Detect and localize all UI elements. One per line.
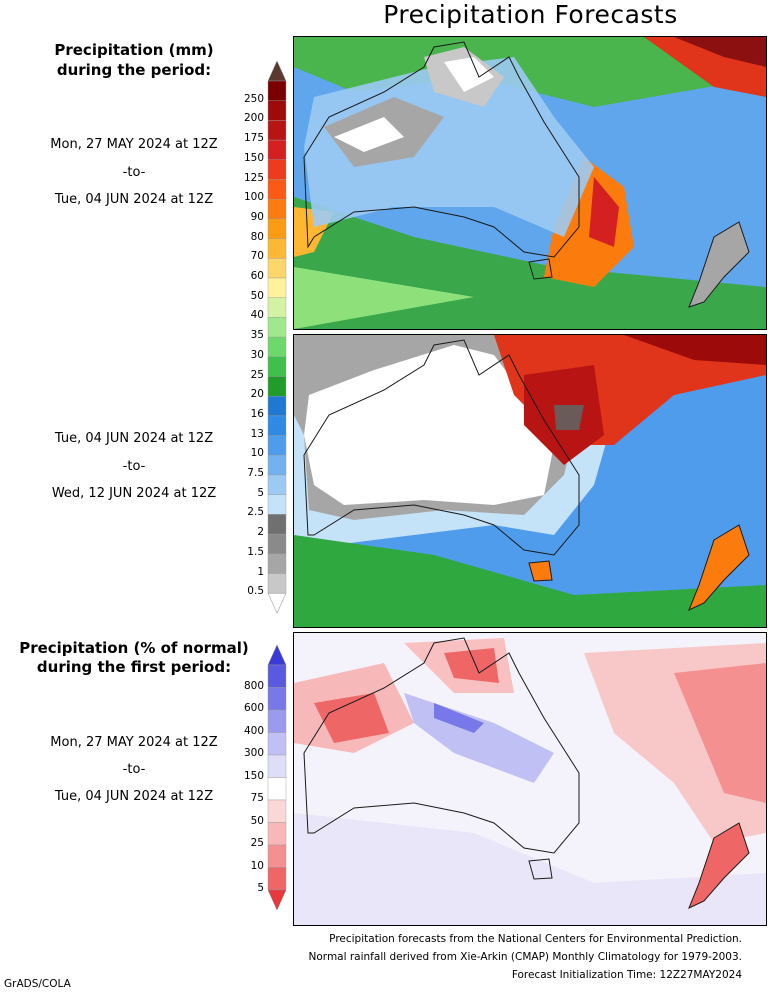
mm-scale-tick-label: 25 <box>250 368 264 381</box>
pct-legend-heading-1: Precipitation (% of normal) <box>19 639 249 657</box>
mm-scale-tick-label: 1 <box>257 565 264 578</box>
mm-scale-tick-label: 175 <box>243 132 264 145</box>
mm-scale-tick-label: 0.5 <box>247 585 264 598</box>
page-title: Precipitation Forecasts <box>383 0 678 29</box>
period3-end: Tue, 04 JUN 2024 at 12Z <box>54 789 214 804</box>
mm-scale-tick-label: 2.5 <box>247 506 264 519</box>
pct-scale-tick-label: 50 <box>250 814 264 827</box>
period1-separator: -to- <box>122 165 146 180</box>
pct-scale-swatch <box>267 687 287 711</box>
pct-scale-swatch <box>267 867 287 891</box>
mm-legend-heading-2: during the period: <box>56 61 212 79</box>
mm-scale-tick-label: 16 <box>250 407 264 420</box>
period3-start: Mon, 27 MAY 2024 at 12Z <box>50 735 218 750</box>
mm-scale-tick-label: 13 <box>250 427 264 440</box>
mm-scale-tick-label: 50 <box>250 289 264 302</box>
source-footer: Precipitation forecasts from the Nationa… <box>309 930 742 984</box>
mm-color-scale: 250 200 175 150 125 100 90 80 70 60 50 40 35 30 25 20 16… <box>0 0 300 620</box>
pct-scale-tick-label: 400 <box>243 724 264 737</box>
mm-scale-tick-label: 250 <box>243 92 264 105</box>
pct-scale-tick-label: 25 <box>250 837 264 849</box>
mm-scale-tick-label: 5 <box>257 486 264 499</box>
map-panel-period1 <box>293 36 767 330</box>
precip-map-period2 <box>294 335 766 627</box>
mm-scale-tick-label: 70 <box>250 250 264 263</box>
pct-scale-swatch <box>267 754 287 778</box>
mm-scale-bottom-cap <box>267 592 287 614</box>
pct-scale-bar <box>267 644 287 911</box>
pct-scale-tick-label: 600 <box>243 702 264 714</box>
footer-line-3: Forecast Initialization Time: 12Z27MAY20… <box>511 969 742 981</box>
map-panel-period2 <box>293 334 767 628</box>
pct-scale-swatch <box>267 799 287 823</box>
period2-end: Wed, 12 JUN 2024 at 12Z <box>51 486 217 501</box>
mm-scale-tick-label: 1.5 <box>247 545 264 558</box>
pct-scale-swatch <box>267 777 287 801</box>
pct-scale-swatch <box>267 844 287 868</box>
pct-scale-top-cap <box>267 644 287 666</box>
precip-map-period1 <box>294 37 766 329</box>
mm-legend-heading-1: Precipitation (mm) <box>54 41 214 59</box>
period2-separator: -to- <box>122 459 146 474</box>
pct-scale-tick-label: 300 <box>243 747 264 759</box>
footer-line-2: Normal rainfall derived from Xie-Arkin (… <box>308 951 742 963</box>
mm-scale-tick-label: 7.5 <box>247 467 264 479</box>
pct-scale-tick-label: 10 <box>250 859 264 872</box>
period2-start: Tue, 04 JUN 2024 at 12Z <box>54 431 214 446</box>
period1-start: Mon, 27 MAY 2024 at 12Z <box>50 137 218 152</box>
mm-scale-tick-label: 90 <box>250 210 264 223</box>
period1-end: Tue, 04 JUN 2024 at 12Z <box>54 192 214 207</box>
mm-scale-tick-label: 30 <box>250 348 264 361</box>
percent-normal-map <box>294 633 766 925</box>
mm-scale-tick-label: 100 <box>243 191 264 204</box>
mm-scale-tick-label: 200 <box>243 112 264 125</box>
mm-scale-bar <box>267 60 287 614</box>
pct-scale-tick-label: 5 <box>257 882 264 894</box>
pct-scale-tick-label: 800 <box>243 679 264 692</box>
pct-scale-tick-label: 150 <box>243 769 264 782</box>
footer-line-1: Precipitation forecasts from the Nationa… <box>329 933 742 945</box>
mm-scale-tick-label: 125 <box>243 171 264 184</box>
mm-scale-tick-label: 20 <box>250 388 264 401</box>
mm-scale-tick-label: 35 <box>250 329 264 342</box>
period3-separator: -to- <box>122 762 146 777</box>
mm-scale-tick-label: 80 <box>250 230 264 243</box>
percent-color-scale: 800 600 400 300 150 75 50 25 10 5 <box>0 0 300 930</box>
pct-scale-swatch <box>267 664 287 688</box>
mm-scale-tick-label: 150 <box>243 151 264 164</box>
credit-label: GrADS/COLA <box>4 978 71 990</box>
mm-scale-tick-label: 10 <box>250 447 264 460</box>
pct-scale-bottom-cap <box>267 889 287 911</box>
mm-scale-tick-label: 2 <box>257 526 264 539</box>
mm-scale-tick-label: 40 <box>250 309 264 322</box>
pct-scale-swatch <box>267 732 287 756</box>
pct-scale-tick-label: 75 <box>250 792 264 804</box>
pct-legend-heading-2: during the first period: <box>36 658 232 676</box>
mm-scale-tick-label: 60 <box>250 270 264 282</box>
map-panel-percent-normal <box>293 632 767 926</box>
pct-scale-swatch <box>267 709 287 733</box>
pct-scale-swatch <box>267 822 287 846</box>
